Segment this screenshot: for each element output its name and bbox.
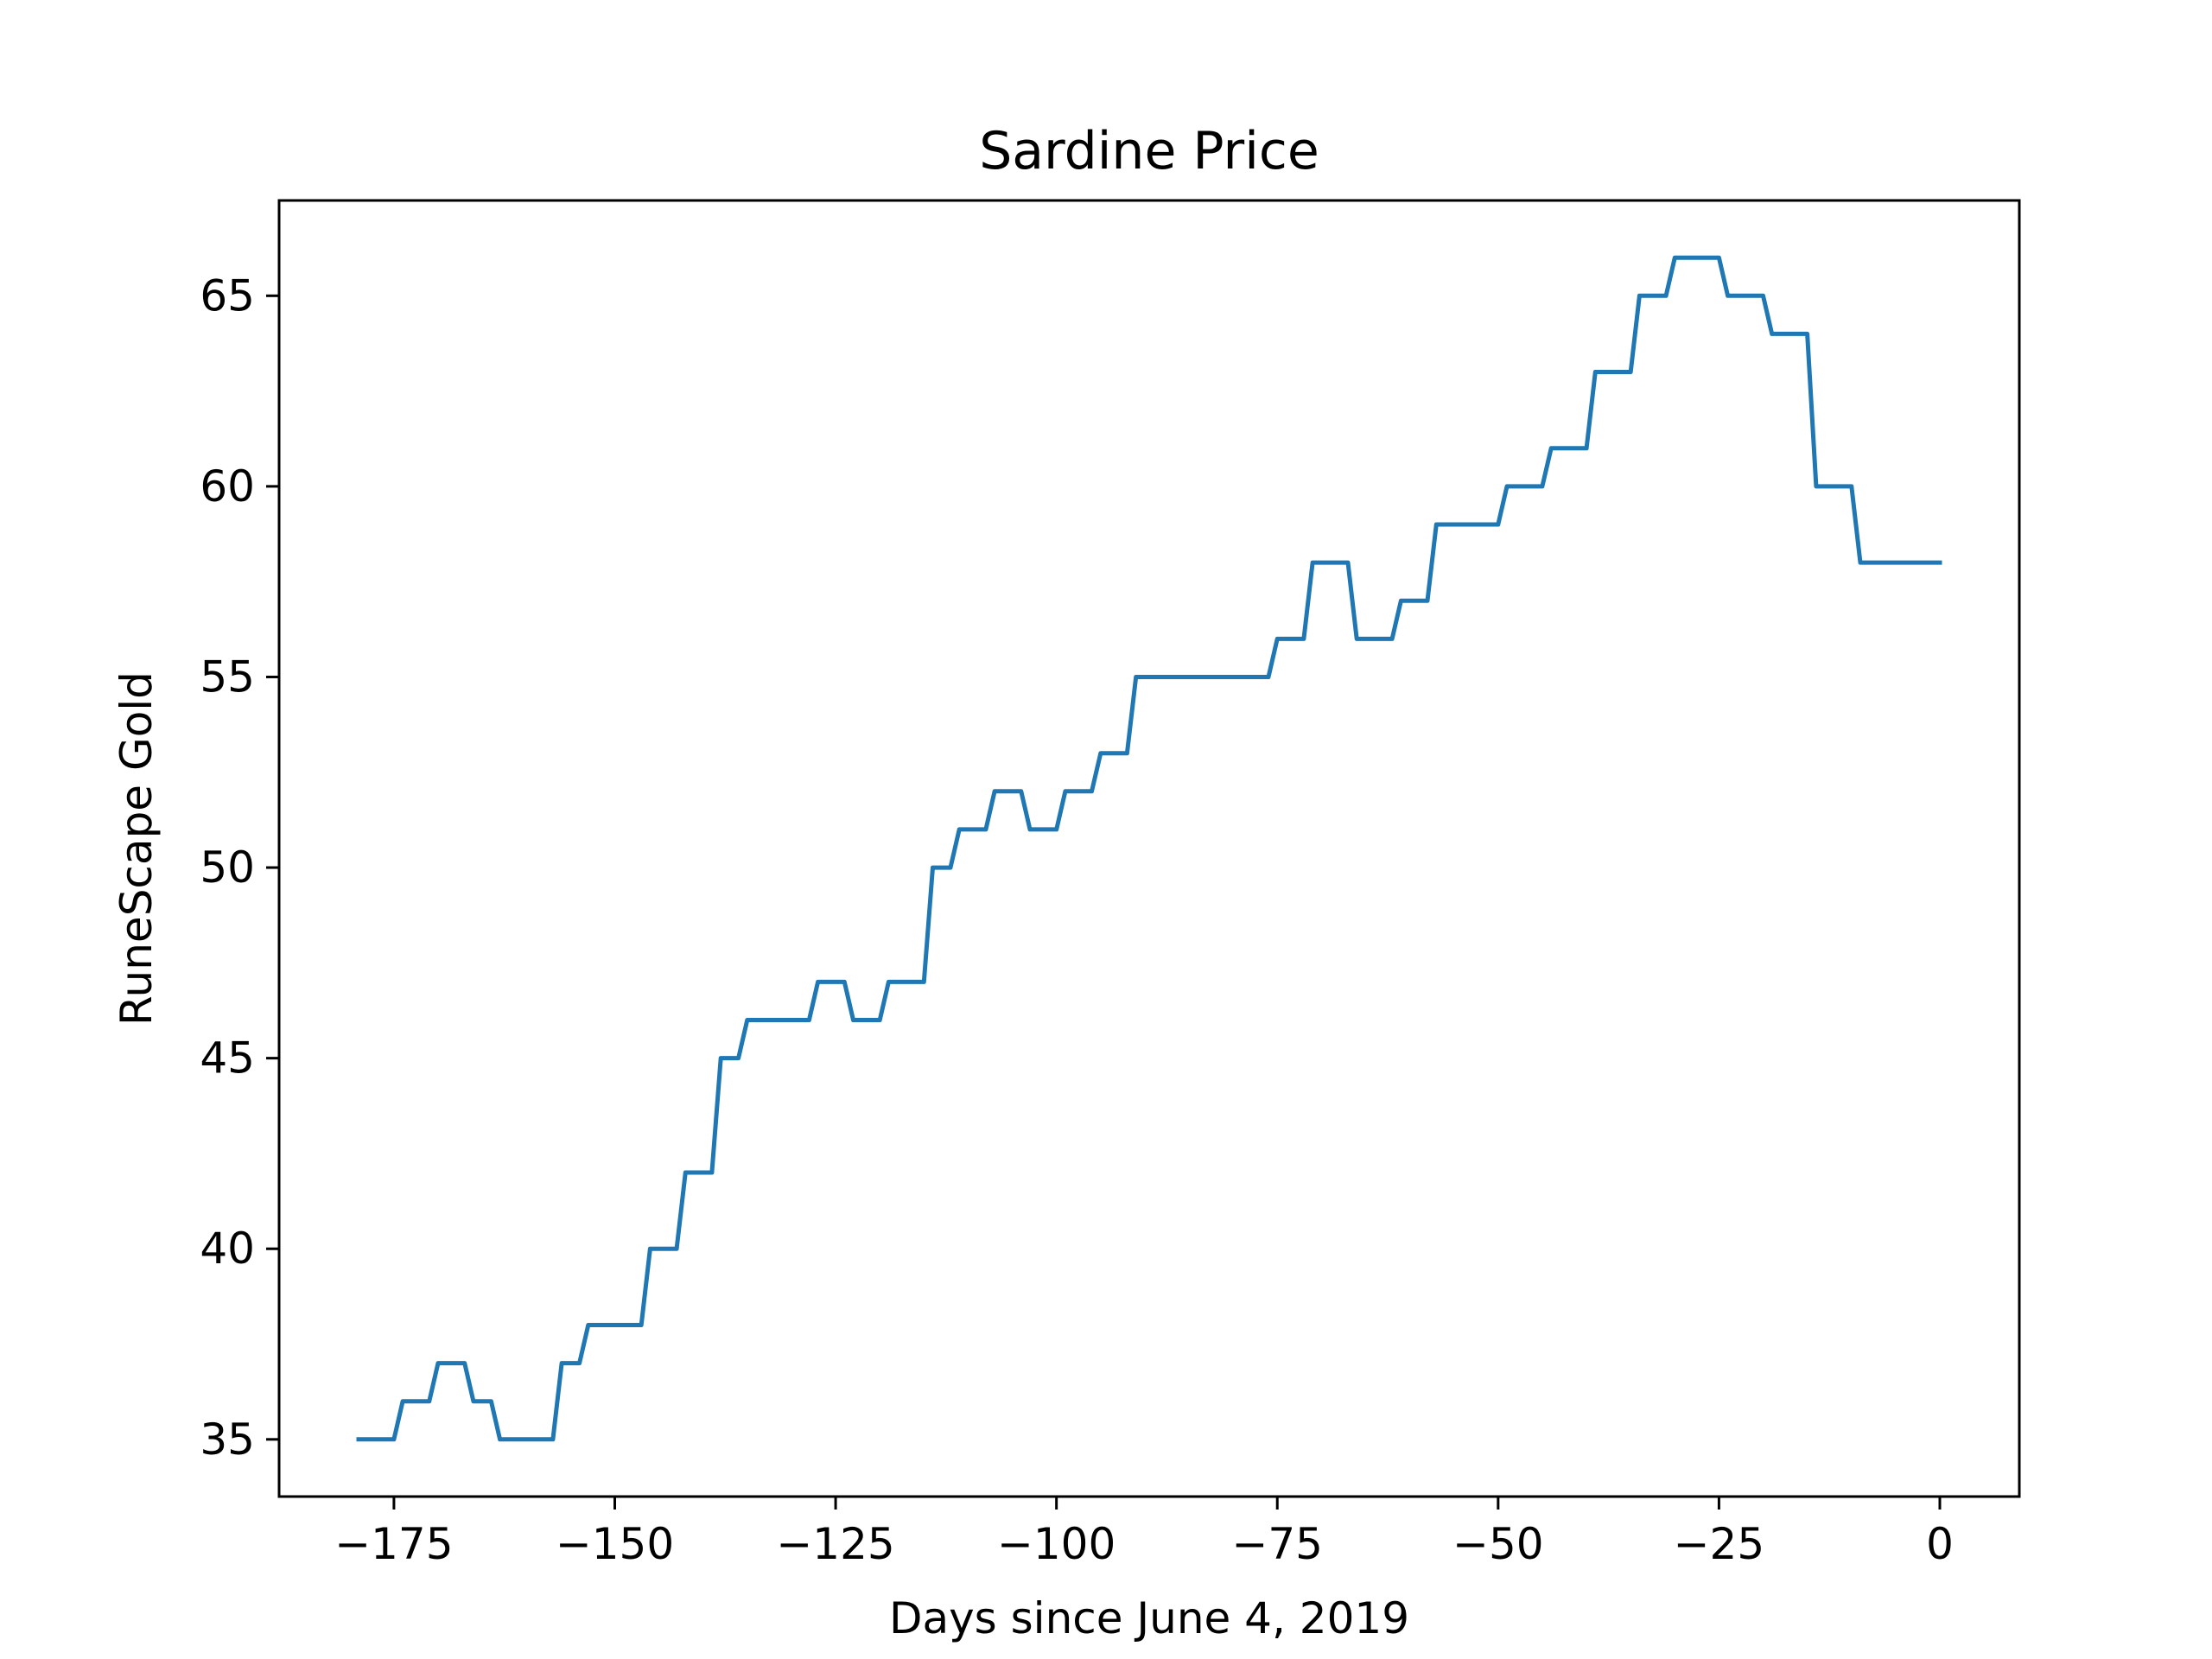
y-axis-label: RuneScape Gold	[111, 671, 162, 1026]
price-line	[356, 255, 1942, 1442]
chart-title: Sardine Price	[979, 121, 1319, 181]
y-tick-label: 40	[200, 1224, 255, 1274]
x-axis-label: Days since June 4, 2019	[889, 1593, 1409, 1643]
x-tick-label: −150	[556, 1519, 674, 1569]
y-tick-label: 50	[200, 842, 255, 893]
y-tick-label: 60	[200, 461, 255, 512]
y-tick-label: 35	[200, 1414, 255, 1465]
y-tick-label: 65	[200, 270, 255, 321]
x-tick-label: −25	[1674, 1519, 1765, 1569]
x-tick-label: −125	[776, 1519, 894, 1569]
y-tick-label: 55	[200, 652, 255, 702]
x-tick-label: 0	[1926, 1519, 1954, 1569]
plot-area	[277, 199, 2021, 1498]
y-axis: 35 40 45 50 55 60 65	[200, 270, 279, 1465]
x-axis: −175 −150 −125 −100 −75 −50 −25 0	[334, 1497, 1954, 1569]
x-tick-label: −75	[1231, 1519, 1323, 1569]
y-tick-label: 45	[200, 1033, 255, 1084]
x-tick-label: −175	[334, 1519, 453, 1569]
x-tick-label: −100	[997, 1519, 1116, 1569]
x-tick-label: −50	[1452, 1519, 1544, 1569]
plot-frame	[277, 199, 2021, 1498]
